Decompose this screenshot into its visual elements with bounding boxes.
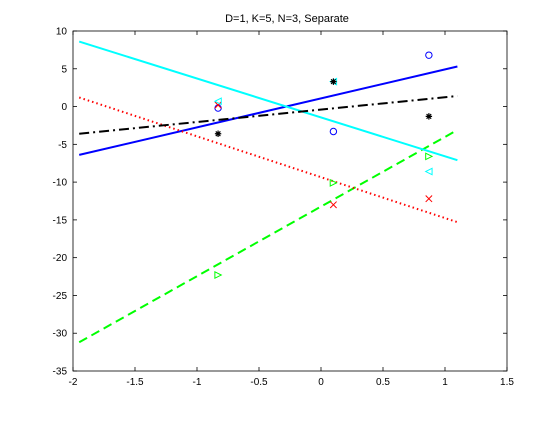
y-tick-label: -5 [58, 140, 67, 151]
series-line-2 [78, 129, 458, 344]
series-line-1 [78, 65, 458, 156]
y-tick-label: 0 [61, 102, 67, 113]
data-point-series-1 [214, 104, 222, 112]
x-tick-label: 1 [442, 377, 448, 388]
data-point-series-1 [425, 51, 433, 59]
x-tick-label: -2 [69, 377, 78, 388]
data-point-series-3 [425, 195, 433, 203]
series-line-5 [79, 94, 458, 135]
y-tick-label: -30 [53, 329, 68, 340]
data-point-series-3 [329, 201, 337, 209]
x-tick-label: 1.5 [500, 377, 514, 388]
x-tick-label: -0.5 [250, 377, 268, 388]
data-point-series-5 [214, 130, 222, 137]
y-tick-label: 10 [56, 27, 68, 38]
series-markers-layer [213, 51, 434, 280]
x-tick-label: -1.5 [126, 377, 144, 388]
series-line-3 [78, 96, 458, 224]
series-line-4 [78, 40, 458, 162]
plot-frame [72, 30, 508, 372]
data-point-series-2 [214, 271, 223, 280]
y-tick-label: 5 [61, 64, 67, 75]
y-tick-label: -10 [53, 178, 68, 189]
y-tick-label: -20 [53, 253, 68, 264]
x-tick-label: 0 [318, 377, 324, 388]
data-point-series-2 [329, 178, 338, 187]
data-point-series-3 [214, 101, 222, 109]
data-point-series-5 [330, 78, 337, 85]
chart-title: D=1, K=5, N=3, Separate [225, 13, 349, 25]
series-lines-layer [78, 40, 458, 344]
data-point-series-2 [425, 152, 434, 161]
data-point-series-1 [329, 127, 338, 136]
x-tick-label: -1 [193, 377, 202, 388]
y-tick-label: -15 [53, 215, 68, 226]
y-tick-label: -25 [53, 291, 68, 302]
data-point-series-5 [425, 113, 433, 120]
x-tick-label: 0.5 [376, 377, 390, 388]
y-tick-label: -35 [53, 367, 68, 378]
data-point-series-4 [424, 167, 433, 176]
axes-layer: -2 -1.5 -1 -0.5 0 0.5 1 1.5 -35 -30 -25 -20 -15 -10 -5… [53, 27, 515, 389]
data-point-series-4 [213, 97, 222, 106]
